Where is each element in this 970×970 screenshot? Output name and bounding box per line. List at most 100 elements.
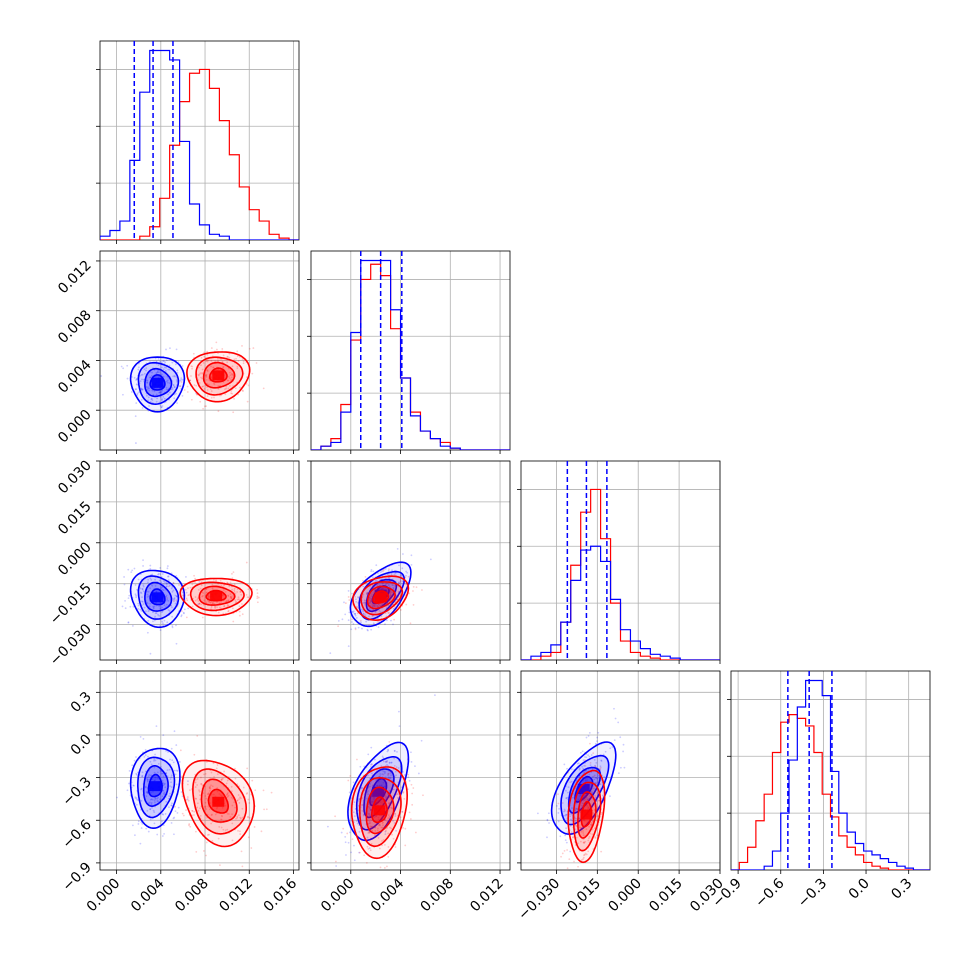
scatter-point	[150, 774, 152, 777]
scatter-point	[140, 788, 142, 791]
scatter-point	[342, 827, 345, 830]
scatter-point	[167, 797, 170, 800]
scatter-point	[154, 759, 157, 762]
scatter-point	[193, 384, 196, 386]
scatter-point	[131, 569, 134, 572]
scatter-point	[134, 593, 137, 596]
scatter-point	[236, 799, 239, 802]
scatter-point	[223, 770, 226, 773]
scatter-point	[388, 741, 391, 743]
scatter-point	[215, 579, 217, 582]
scatter-point	[236, 350, 239, 353]
scatter-point	[154, 612, 157, 615]
scatter-point	[162, 824, 165, 827]
scatter-point	[237, 360, 240, 362]
scatter-point	[222, 828, 225, 831]
scatter-point	[172, 383, 175, 386]
scatter-point	[202, 850, 205, 852]
scatter-point	[175, 744, 178, 746]
scatter-point	[227, 387, 230, 390]
scatter-point	[398, 564, 400, 567]
density-contour-blue	[349, 561, 412, 628]
scatter-point	[213, 606, 216, 608]
scatter-point	[373, 797, 376, 799]
scatter-point	[241, 865, 244, 868]
scatter-point	[364, 575, 367, 578]
scatter-point	[397, 590, 400, 593]
scatter-point	[143, 606, 146, 609]
scatter-point	[622, 743, 625, 746]
y-tick-label: 0.000	[55, 539, 95, 579]
scatter-point	[381, 755, 384, 758]
scatter-point	[149, 808, 152, 810]
scatter-point	[572, 836, 574, 838]
scatter-point	[228, 585, 231, 588]
scatter-point	[373, 816, 376, 819]
diag-panel-0	[96, 40, 300, 244]
scatter-point	[157, 800, 160, 803]
scatter-point	[348, 611, 351, 614]
scatter-point	[236, 598, 239, 601]
scatter-point	[367, 832, 370, 834]
scatter-point	[229, 384, 231, 387]
diag-panel-2	[517, 460, 721, 664]
scatter-point	[594, 837, 597, 839]
scatter-point	[241, 389, 244, 392]
scatter-point	[560, 855, 562, 858]
scatter-point	[234, 767, 236, 770]
scatter-point	[143, 368, 146, 371]
scatter-point	[179, 379, 181, 382]
scatter-point	[368, 822, 371, 825]
scatter-point	[154, 798, 157, 800]
scatter-point	[208, 595, 210, 598]
scatter-point	[362, 612, 365, 615]
scatter-point	[231, 804, 234, 807]
scatter-point	[382, 588, 385, 590]
scatter-point	[165, 388, 168, 391]
scatter-point	[225, 600, 228, 603]
scatter-point	[158, 391, 160, 394]
scatter-point	[166, 379, 169, 382]
scatter-point	[212, 793, 215, 796]
scatter-point	[241, 816, 244, 819]
scatter-point	[363, 599, 366, 602]
scatter-point	[139, 380, 142, 383]
scatter-point	[139, 587, 142, 590]
density-contour-blue	[142, 765, 169, 808]
scatter-point	[127, 621, 130, 624]
scatter-point	[179, 385, 182, 388]
scatter-point	[200, 356, 203, 359]
scatter-point	[161, 611, 163, 614]
scatter-point	[160, 390, 163, 392]
density-contour-red	[200, 778, 238, 823]
pair-content	[327, 694, 436, 869]
scatter-point	[156, 371, 159, 373]
scatter-point	[587, 839, 590, 842]
scatter-point	[386, 760, 389, 762]
density-peak-blue	[151, 377, 164, 388]
scatter-point	[221, 361, 224, 363]
scatter-point	[206, 353, 209, 356]
scatter-point	[246, 596, 249, 599]
scatter-point	[388, 612, 390, 614]
scatter-point	[583, 820, 586, 822]
scatter-point	[372, 591, 375, 594]
scatter-point	[198, 581, 201, 583]
scatter-point	[171, 586, 174, 588]
scatter-point	[584, 852, 587, 855]
scatter-point	[357, 596, 359, 598]
scatter-point	[145, 386, 148, 389]
scatter-point	[230, 790, 233, 793]
scatter-point	[205, 376, 208, 378]
scatter-point	[238, 802, 241, 804]
scatter-point	[250, 847, 253, 849]
panel-frame	[520, 460, 721, 661]
scatter-point	[238, 785, 240, 788]
panel-frame	[99, 670, 300, 871]
scatter-point	[389, 591, 392, 593]
scatter-point	[150, 398, 153, 401]
scatter-point	[565, 813, 568, 816]
scatter-point	[226, 795, 229, 798]
scatter-point	[141, 596, 143, 599]
scatter-point	[337, 625, 340, 628]
